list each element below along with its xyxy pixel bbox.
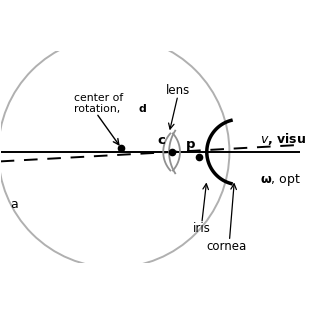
Text: c: c	[157, 134, 165, 147]
Text: center of
rotation,: center of rotation,	[73, 93, 123, 114]
Text: lens: lens	[166, 84, 190, 97]
Text: d: d	[138, 104, 146, 114]
Text: $\mathit{v}$, visu: $\mathit{v}$, visu	[260, 131, 306, 147]
Text: cornea: cornea	[207, 240, 247, 253]
Text: a: a	[11, 198, 19, 211]
Text: p: p	[186, 138, 196, 151]
Text: iris: iris	[193, 222, 211, 236]
Text: $\mathbf{\omega}$, opt: $\mathbf{\omega}$, opt	[260, 172, 300, 188]
